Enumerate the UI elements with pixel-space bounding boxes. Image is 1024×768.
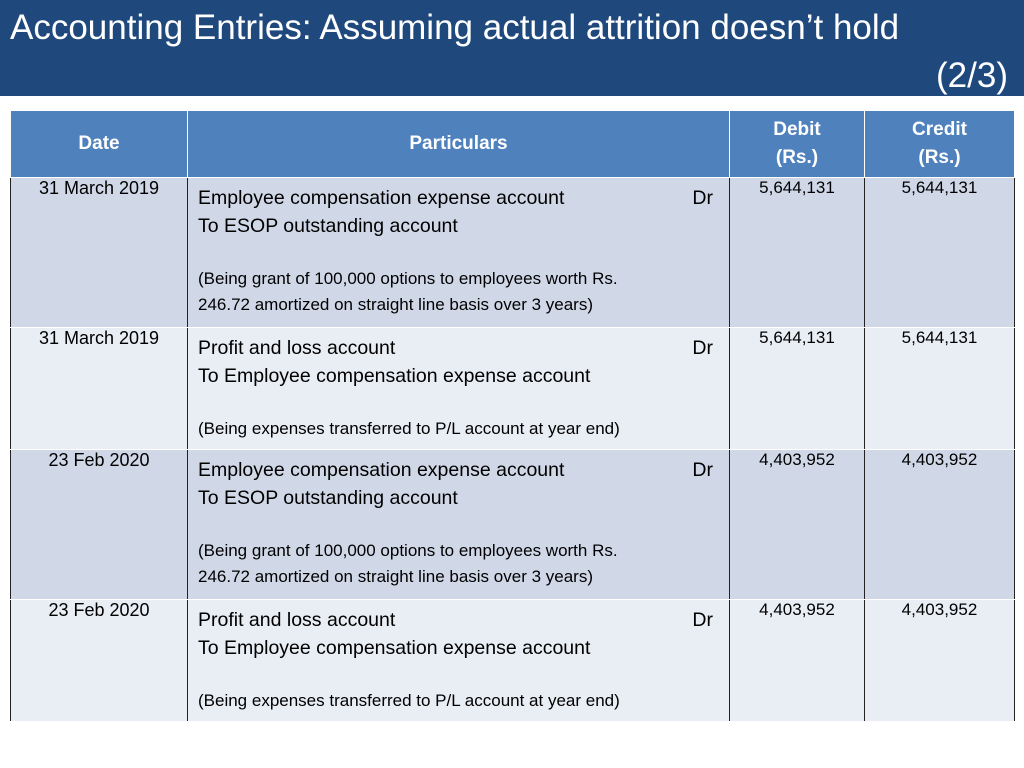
- entry-narration: (Being expenses transferred to P/L accou…: [198, 416, 717, 442]
- entry-date: 31 March 2019: [10, 327, 188, 450]
- header-credit-label: Credit: [912, 119, 967, 140]
- header-debit-label: Debit: [773, 119, 821, 140]
- entry-particulars: Employee compensation expense account Dr…: [187, 177, 730, 328]
- table-row: 23 Feb 2020 Profit and loss account Dr T…: [10, 599, 1015, 722]
- entry-date: 23 Feb 2020: [10, 449, 188, 600]
- table-row: 31 March 2019 Employee compensation expe…: [10, 177, 1015, 328]
- narration-line: (Being expenses transferred to P/L accou…: [198, 691, 620, 710]
- entry-narration: (Being grant of 100,000 options to emplo…: [198, 266, 717, 318]
- entry-particulars: Profit and loss account Dr To Employee c…: [187, 599, 730, 722]
- dr-marker: Dr: [692, 337, 713, 359]
- debit-account: Employee compensation expense account: [198, 459, 565, 481]
- debit-amount: 5,644,131: [729, 327, 865, 450]
- credit-amount: 5,644,131: [864, 177, 1015, 328]
- entry-narration: (Being expenses transferred to P/L accou…: [198, 688, 717, 714]
- slide-title: Accounting Entries: Assuming actual attr…: [10, 8, 900, 47]
- header-credit-unit: (Rs.): [918, 147, 961, 168]
- debit-amount: 4,403,952: [729, 599, 865, 722]
- entry-date: 23 Feb 2020: [10, 599, 188, 722]
- credit-account: To ESOP outstanding account: [198, 487, 458, 509]
- dr-marker: Dr: [692, 609, 713, 631]
- title-bar: Accounting Entries: Assuming actual attr…: [0, 0, 1024, 96]
- slide-page-indicator: (2/3): [936, 56, 1008, 95]
- header-debit: Debit (Rs.): [729, 110, 865, 178]
- credit-amount: 4,403,952: [864, 599, 1015, 722]
- entry-narration: (Being grant of 100,000 options to emplo…: [198, 538, 717, 590]
- narration-line: (Being expenses transferred to P/L accou…: [198, 419, 620, 438]
- credit-amount: 4,403,952: [864, 449, 1015, 600]
- journal-entries-table: Date Particulars Debit (Rs.) Credit (Rs.…: [10, 110, 1015, 722]
- credit-account: To ESOP outstanding account: [198, 215, 458, 237]
- header-particulars: Particulars: [187, 110, 730, 178]
- entry-particulars: Employee compensation expense account Dr…: [187, 449, 730, 600]
- narration-line: (Being grant of 100,000 options to emplo…: [198, 269, 618, 288]
- entry-date: 31 March 2019: [10, 177, 188, 328]
- debit-account: Profit and loss account: [198, 609, 396, 631]
- dr-marker: Dr: [692, 459, 713, 481]
- header-date: Date: [10, 110, 188, 178]
- debit-amount: 4,403,952: [729, 449, 865, 600]
- debit-account: Profit and loss account: [198, 337, 396, 359]
- table-row: 23 Feb 2020 Employee compensation expens…: [10, 449, 1015, 600]
- dr-marker: Dr: [692, 187, 713, 209]
- credit-account: To Employee compensation expense account: [198, 637, 591, 659]
- table-header-row: Date Particulars Debit (Rs.) Credit (Rs.…: [10, 110, 1015, 178]
- entry-particulars: Profit and loss account Dr To Employee c…: [187, 327, 730, 450]
- credit-account: To Employee compensation expense account: [198, 365, 591, 387]
- debit-account: Employee compensation expense account: [198, 187, 565, 209]
- header-debit-unit: (Rs.): [775, 147, 819, 168]
- narration-line: (Being grant of 100,000 options to emplo…: [198, 541, 618, 560]
- header-credit: Credit (Rs.): [864, 110, 1015, 178]
- table-row: 31 March 2019 Profit and loss account Dr…: [10, 327, 1015, 450]
- narration-line: 246.72 amortized on straight line basis …: [198, 295, 593, 314]
- credit-amount: 5,644,131: [864, 327, 1015, 450]
- debit-amount: 5,644,131: [729, 177, 865, 328]
- narration-line: 246.72 amortized on straight line basis …: [198, 567, 593, 586]
